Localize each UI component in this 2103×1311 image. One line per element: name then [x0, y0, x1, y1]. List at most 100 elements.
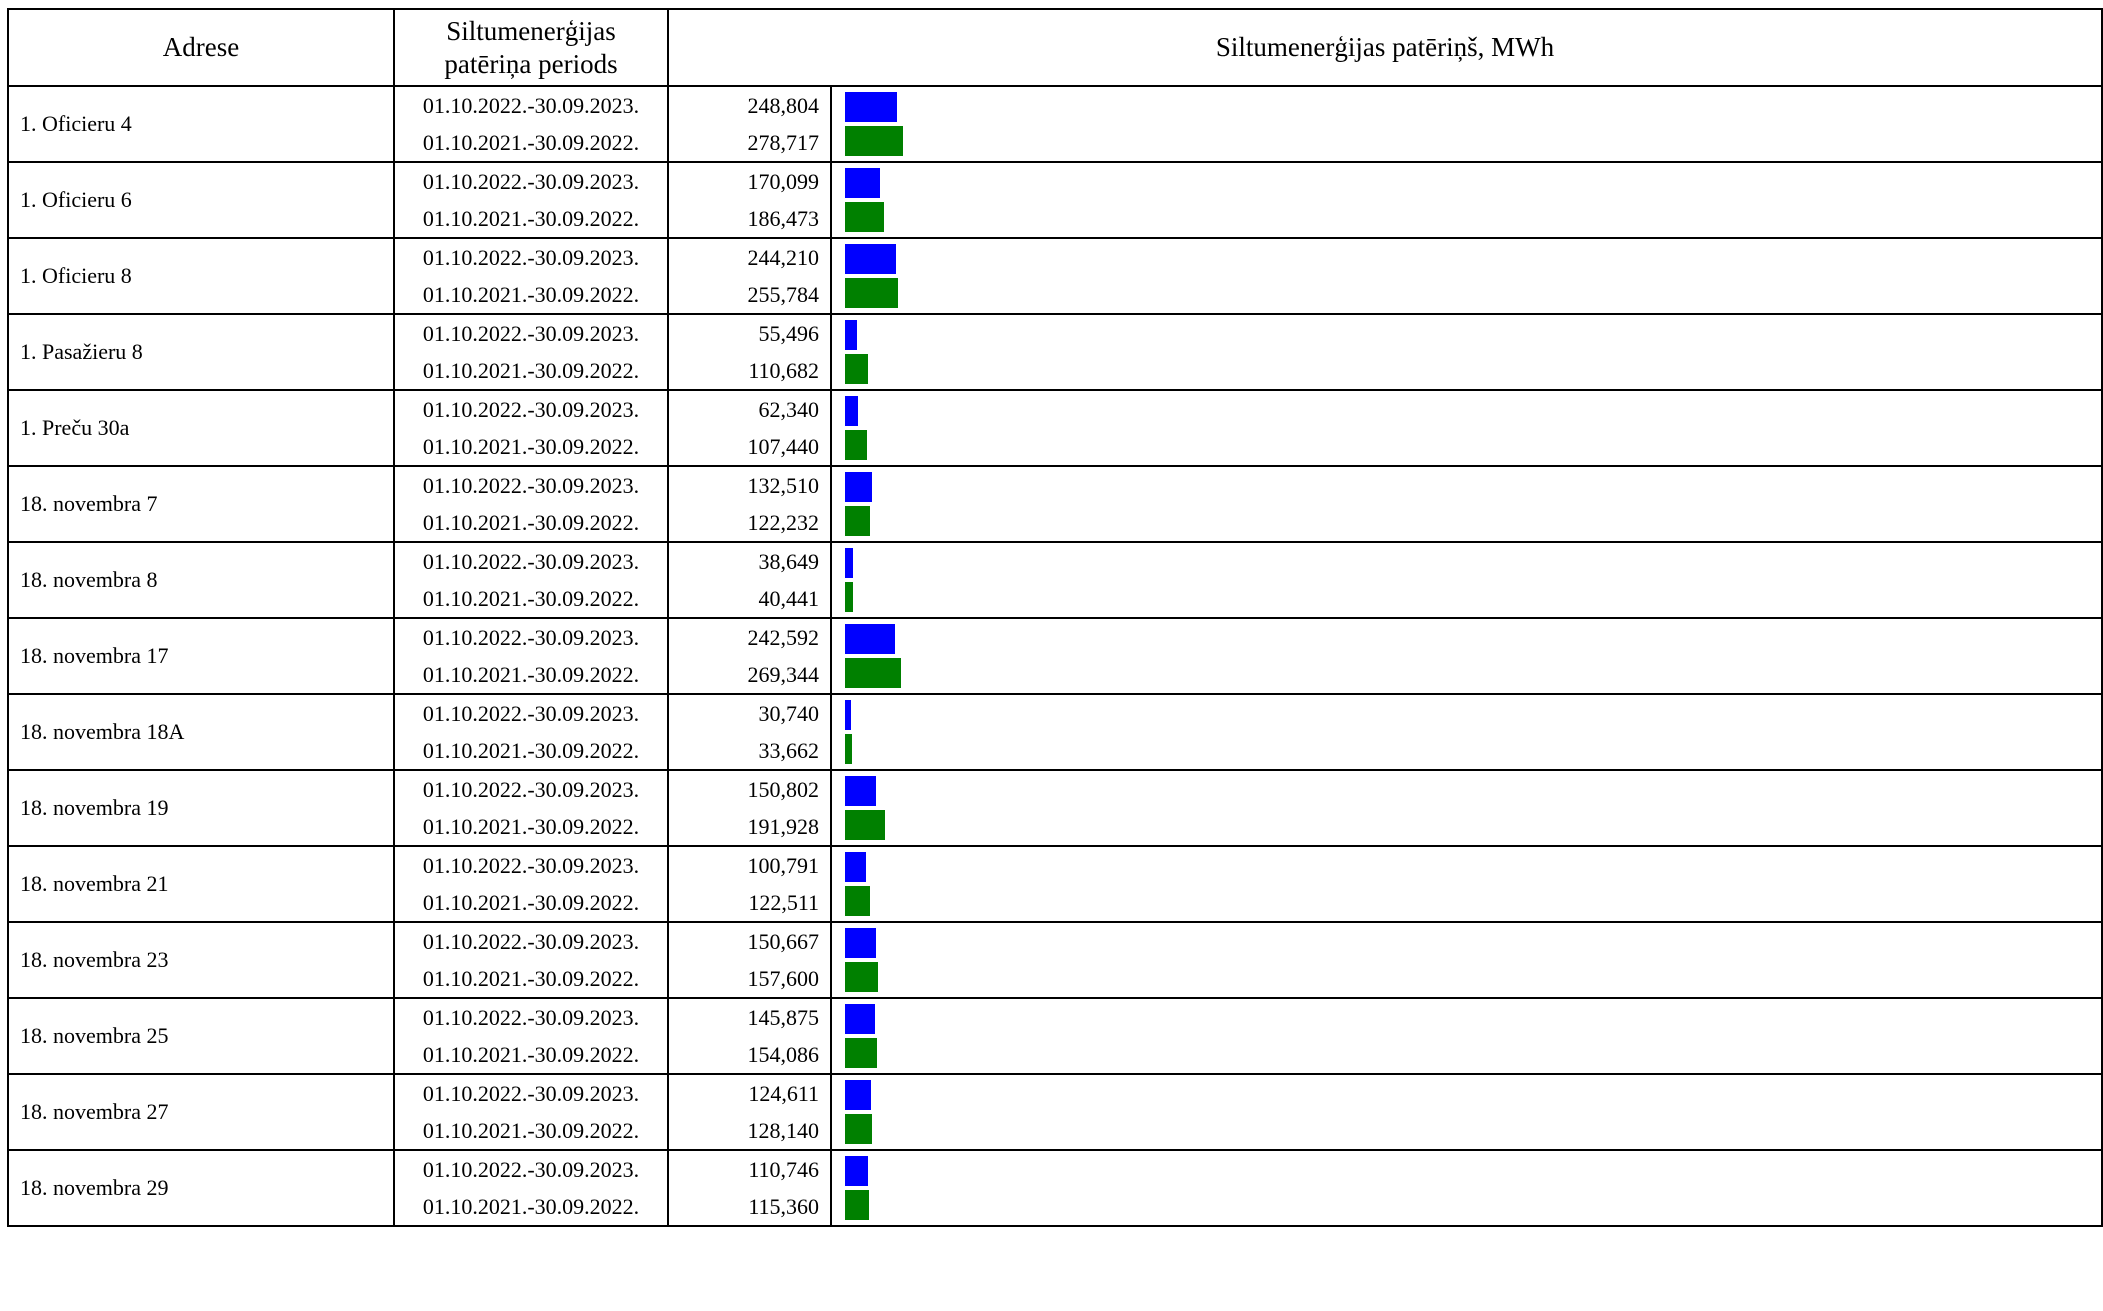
value-label-previous: 40,441	[758, 586, 820, 611]
value-label-current: 150,802	[747, 777, 820, 802]
value-label-current: 30,740	[758, 701, 820, 726]
bar-current	[845, 547, 854, 578]
value-cell: 248,804 278,717	[667, 85, 832, 163]
value-label-current: 248,804	[747, 93, 820, 118]
period-label-current: 01.10.2022.-30.09.2023.	[422, 1157, 640, 1182]
value-cell: 100,791 122,511	[667, 845, 832, 923]
bar-current	[845, 1003, 876, 1034]
bar-previous	[845, 657, 901, 688]
value-label-current: 244,210	[747, 245, 820, 270]
period-label-previous: 01.10.2021.-30.09.2022.	[422, 130, 640, 155]
value-label-previous: 186,473	[747, 206, 820, 231]
address-cell: 18. novembra 8	[7, 541, 395, 619]
address-cell: 18. novembra 19	[7, 769, 395, 847]
value-label-previous: 107,440	[747, 434, 820, 459]
value-cell: 242,592 269,344	[667, 617, 832, 695]
period-cell: 01.10.2022.-30.09.2023. 01.10.2021.-30.09…	[393, 541, 669, 619]
value-label-previous: 269,344	[747, 662, 820, 687]
value-cell: 55,496 110,682	[667, 313, 832, 391]
address-cell: 1. Oficieru 8	[7, 237, 395, 315]
bar-previous	[845, 277, 899, 308]
value-label-previous: 115,360	[748, 1194, 819, 1219]
period-cell: 01.10.2022.-30.09.2023. 01.10.2021.-30.09…	[393, 465, 669, 543]
period-label-current: 01.10.2022.-30.09.2023.	[422, 853, 640, 878]
bar-previous	[845, 581, 854, 612]
bar-cell	[830, 997, 2103, 1075]
table-row: 18. novembra 21 01.10.2022.-30.09.2023. 01…	[7, 845, 2103, 923]
value-cell: 62,340 107,440	[667, 389, 832, 467]
period-label-current: 01.10.2022.-30.09.2023.	[422, 777, 640, 802]
period-cell: 01.10.2022.-30.09.2023. 01.10.2021.-30.09…	[393, 1073, 669, 1151]
value-cell: 30,740 33,662	[667, 693, 832, 771]
period-label-current: 01.10.2022.-30.09.2023.	[422, 929, 640, 954]
bar-current	[845, 395, 858, 426]
bar-current	[845, 319, 857, 350]
period-label-previous: 01.10.2021.-30.09.2022.	[422, 510, 640, 535]
header-period-line1: Siltumenerģijas	[446, 15, 616, 46]
value-cell: 132,510 122,232	[667, 465, 832, 543]
bar-cell	[830, 465, 2103, 543]
bar-current	[845, 243, 896, 274]
value-cell: 124,611 128,140	[667, 1073, 832, 1151]
period-label-previous: 01.10.2021.-30.09.2022.	[422, 1118, 640, 1143]
period-label-current: 01.10.2022.-30.09.2023.	[422, 1005, 640, 1030]
value-label-previous: 122,232	[747, 510, 820, 535]
bar-previous	[845, 733, 852, 764]
table-row: 18. novembra 7 01.10.2022.-30.09.2023. 01.…	[7, 465, 2103, 543]
header-consumption: Siltumenerģijas patēriņš, MWh	[667, 8, 2103, 87]
value-cell: 150,802 191,928	[667, 769, 832, 847]
period-label-previous: 01.10.2021.-30.09.2022.	[422, 282, 640, 307]
header-address: Adrese	[7, 8, 395, 87]
table-row: 18. novembra 18A 01.10.2022.-30.09.2023. 0…	[7, 693, 2103, 771]
table-row: 1. Preču 30a 01.10.2022.-30.09.2023. 01.10…	[7, 389, 2103, 467]
value-label-current: 170,099	[747, 169, 820, 194]
period-label-current: 01.10.2022.-30.09.2023.	[422, 1081, 640, 1106]
bar-previous	[845, 885, 871, 916]
table-row: 18. novembra 23 01.10.2022.-30.09.2023. 01…	[7, 921, 2103, 999]
bar-current	[845, 927, 877, 958]
bar-cell	[830, 161, 2103, 239]
period-label-current: 01.10.2022.-30.09.2023.	[422, 321, 640, 346]
address-cell: 18. novembra 21	[7, 845, 395, 923]
period-label-previous: 01.10.2021.-30.09.2022.	[422, 814, 640, 839]
period-cell: 01.10.2022.-30.09.2023. 01.10.2021.-30.09…	[393, 389, 669, 467]
address-cell: 18. novembra 7	[7, 465, 395, 543]
bar-current	[845, 851, 866, 882]
value-label-current: 62,340	[758, 397, 820, 422]
table-row: 1. Oficieru 6 01.10.2022.-30.09.2023. 01.1…	[7, 161, 2103, 239]
value-label-previous: 255,784	[747, 282, 820, 307]
value-label-current: 242,592	[747, 625, 820, 650]
value-label-current: 150,667	[747, 929, 820, 954]
value-label-current: 38,649	[758, 549, 820, 574]
period-cell: 01.10.2022.-30.09.2023. 01.10.2021.-30.09…	[393, 313, 669, 391]
period-label-previous: 01.10.2021.-30.09.2022.	[422, 206, 640, 231]
bar-previous	[845, 429, 868, 460]
header-period-line2: patēriņa periods	[444, 48, 618, 79]
period-label-current: 01.10.2022.-30.09.2023.	[422, 169, 640, 194]
table-row: 1. Pasažieru 8 01.10.2022.-30.09.2023. 01.…	[7, 313, 2103, 391]
period-cell: 01.10.2022.-30.09.2023. 01.10.2021.-30.09…	[393, 693, 669, 771]
value-cell: 244,210 255,784	[667, 237, 832, 315]
bar-cell	[830, 693, 2103, 771]
value-label-current: 55,496	[758, 321, 820, 346]
bar-current	[845, 1079, 871, 1110]
address-cell: 18. novembra 23	[7, 921, 395, 999]
bar-previous	[845, 125, 903, 156]
bar-previous	[845, 961, 878, 992]
bar-cell	[830, 389, 2103, 467]
table-row: 18. novembra 25 01.10.2022.-30.09.2023. 01…	[7, 997, 2103, 1075]
address-cell: 18. novembra 29	[7, 1149, 395, 1227]
bar-current	[845, 1155, 868, 1186]
bar-current	[845, 775, 877, 806]
bar-cell	[830, 237, 2103, 315]
bar-cell	[830, 845, 2103, 923]
period-label-current: 01.10.2022.-30.09.2023.	[422, 245, 640, 270]
period-label-current: 01.10.2022.-30.09.2023.	[422, 701, 640, 726]
period-cell: 01.10.2022.-30.09.2023. 01.10.2021.-30.09…	[393, 997, 669, 1075]
value-cell: 38,649 40,441	[667, 541, 832, 619]
table-row: 18. novembra 29 01.10.2022.-30.09.2023. 01…	[7, 1149, 2103, 1227]
table-row: 1. Oficieru 4 01.10.2022.-30.09.2023. 01.1…	[7, 85, 2103, 163]
period-cell: 01.10.2022.-30.09.2023. 01.10.2021.-30.09…	[393, 161, 669, 239]
value-label-current: 124,611	[748, 1081, 819, 1106]
table-row: 18. novembra 8 01.10.2022.-30.09.2023. 01.…	[7, 541, 2103, 619]
